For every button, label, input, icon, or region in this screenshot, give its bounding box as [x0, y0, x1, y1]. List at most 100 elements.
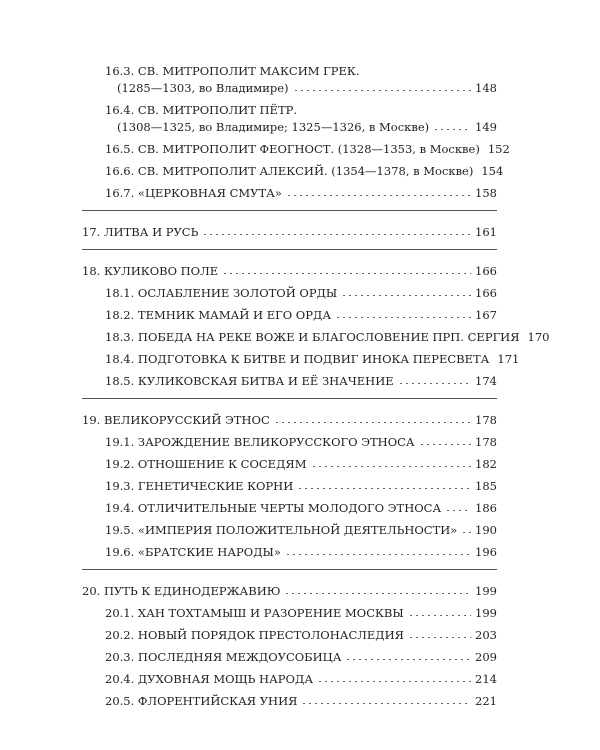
entry-label: 19. ВЕЛИКОРУССКИЙ ЭТНОС: [82, 413, 274, 427]
entry-label: 18.5. КУЛИКОВСКАЯ БИТВА И ЕЁ ЗНАЧЕНИЕ: [105, 374, 398, 388]
page-number: 186: [475, 501, 497, 515]
toc-entry: 20.1. ХАН ТОХТАМЫШ И РАЗОРЕНИЕ МОСКВЫ 199: [105, 606, 497, 620]
entry-title-text: «БРАТСКИЕ НАРОДЫ»: [137, 545, 281, 559]
entry-number: 16.6.: [105, 164, 135, 178]
entry-title: 16.4. СВ. МИТРОПОЛИТ ПЁТР.: [105, 103, 497, 117]
toc-entry: 18.1. ОСЛАБЛЕНИЕ ЗОЛОТОЙ ОРДЫ 166: [105, 286, 497, 300]
entry-label: 16.7. «ЦЕРКОВНАЯ СМУТА»: [105, 186, 286, 200]
entry-label: 20.4. ДУХОВНАЯ МОЩЬ НАРОДА: [105, 672, 317, 686]
toc-entry: 19.3. ГЕНЕТИЧЕСКИЕ КОРНИ 185: [105, 479, 497, 493]
entry-label: 19.1. ЗАРОЖДЕНИЕ ВЕЛИКОРУССКОГО ЭТНОСА: [105, 435, 419, 449]
entry-number: 19.1.: [105, 435, 135, 449]
entry-number: 18.: [82, 264, 101, 278]
toc-entry: 16.6. СВ. МИТРОПОЛИТ АЛЕКСИЙ. (1354—1378…: [105, 164, 503, 178]
entry-number: 20.4.: [105, 672, 135, 686]
entry-subtitle: (1308—1325, во Владимире; 1325—1326, в М…: [117, 120, 430, 134]
entry-label: 19.2. ОТНОШЕНИЕ К СОСЕДЯМ: [105, 457, 311, 471]
entry-label: 19.6. «БРАТСКИЕ НАРОДЫ»: [105, 545, 285, 559]
entry-title-text: СВ. МИТРОПОЛИТ МАКСИМ ГРЕК.: [137, 64, 360, 78]
toc-entry: 19.2. ОТНОШЕНИЕ К СОСЕДЯМ 182: [105, 457, 497, 471]
entry-label: (1308—1325, во Владимире; 1325—1326, в М…: [117, 120, 433, 134]
page-number: 214: [475, 672, 497, 686]
page-number: 171: [497, 352, 520, 366]
entry-title-text: КУЛИКОВО ПОЛЕ: [103, 264, 219, 278]
dot-leader: [397, 383, 472, 384]
page-number: 149: [475, 120, 497, 134]
entry-number: 18.5.: [105, 374, 135, 388]
entry-title-text: СВ. МИТРОПОЛИТ ПЁТР.: [137, 103, 298, 117]
toc-entry: 19.4. ОТЛИЧИТЕЛЬНЫЕ ЧЕРТЫ МОЛОДОГО ЭТНОС…: [105, 501, 497, 515]
entry-title-text: ВЕЛИКОРУССКИЙ ЭТНОС: [103, 413, 270, 427]
page-number: 199: [475, 584, 497, 598]
toc-entry: 18. КУЛИКОВО ПОЛЕ 166: [82, 264, 497, 278]
entry-label: (1285—1303, во Владимире): [117, 81, 293, 95]
page-number: 170: [527, 330, 550, 344]
entry-number: 20.2.: [105, 628, 135, 642]
entry-number: 20.: [82, 584, 101, 598]
entry-label: 19.4. ОТЛИЧИТЕЛЬНЫЕ ЧЕРТЫ МОЛОДОГО ЭТНОС…: [105, 501, 445, 515]
toc-entry: 17. ЛИТВА И РУСЬ 161: [82, 225, 497, 239]
toc-entry: 20.2. НОВЫЙ ПОРЯДОК ПРЕСТОЛОНАСЛЕДИЯ 203: [105, 628, 497, 642]
toc-entry: 19.5. «ИМПЕРИЯ ПОЛОЖИТЕЛЬНОЙ ДЕЯТЕЛЬНОСТ…: [105, 523, 497, 537]
page-number: 178: [475, 435, 497, 449]
entry-title-text: ОТЛИЧИТЕЛЬНЫЕ ЧЕРТЫ МОЛОДОГО ЭТНОСА: [137, 501, 442, 515]
entry-number: 20.1.: [105, 606, 135, 620]
toc-entry: 18.4. ПОДГОТОВКА К БИТВЕ И ПОДВИГ ИНОКА …: [105, 352, 519, 366]
entry-title-text: ОСЛАБЛЕНИЕ ЗОЛОТОЙ ОРДЫ: [137, 286, 338, 300]
entry-title-text: ПОБЕДА НА РЕКЕ ВОЖЕ И БЛАГОСЛОВЕНИЕ ПРП.…: [137, 330, 520, 344]
page-number: 158: [475, 186, 497, 200]
dot-leader: [461, 532, 472, 533]
entry-title-text: СВ. МИТРОПОЛИТ АЛЕКСИЙ. (1354—1378, в Мо…: [137, 164, 474, 178]
entry-label: 20.1. ХАН ТОХТАМЫШ И РАЗОРЕНИЕ МОСКВЫ: [105, 606, 408, 620]
dot-leader: [418, 444, 472, 445]
dot-leader: [407, 615, 472, 616]
entry-label: 18.2. ТЕМНИК МАМАЙ И ЕГО ОРДА: [105, 308, 335, 322]
dot-leader: [284, 593, 472, 594]
entry-number: 19.5.: [105, 523, 135, 537]
toc-entry: 20.5. ФЛОРЕНТИЙСКАЯ УНИЯ 221: [105, 694, 497, 708]
dot-leader: [202, 234, 472, 235]
entry-title: 16.3. СВ. МИТРОПОЛИТ МАКСИМ ГРЕК.: [105, 64, 497, 78]
dot-leader: [310, 466, 472, 467]
page-number: 152: [487, 142, 510, 156]
entry-title-text: «ИМПЕРИЯ ПОЛОЖИТЕЛЬНОЙ ДЕЯТЕЛЬНОСТИ»: [137, 523, 458, 537]
entry-title-text: ЗАРОЖДЕНИЕ ВЕЛИКОРУССКОГО ЭТНОСА: [137, 435, 415, 449]
entry-number: 19.: [82, 413, 101, 427]
page-number: 221: [475, 694, 497, 708]
page-number: 161: [475, 225, 497, 239]
entry-number: 19.6.: [105, 545, 135, 559]
toc-entry: 19. ВЕЛИКОРУССКИЙ ЭТНОС 178: [82, 413, 497, 427]
entry-label: 16.6. СВ. МИТРОПОЛИТ АЛЕКСИЙ. (1354—1378…: [105, 164, 477, 178]
toc-entry: 19.1. ЗАРОЖДЕНИЕ ВЕЛИКОРУССКОГО ЭТНОСА 17…: [105, 435, 497, 449]
entry-number: 16.3.: [105, 64, 135, 78]
dot-leader: [317, 681, 472, 682]
entry-label: 18. КУЛИКОВО ПОЛЕ: [82, 264, 222, 278]
toc-entry: 20. ПУТЬ К ЕДИНОДЕРЖАВИЮ 199: [82, 584, 497, 598]
entry-number: 18.4.: [105, 352, 135, 366]
toc-entry: (1285—1303, во Владимире) 148: [117, 81, 497, 95]
entry-number: 16.5.: [105, 142, 135, 156]
entry-label: 20.3. ПОСЛЕДНЯЯ МЕЖДОУСОБИЦА: [105, 650, 345, 664]
toc-entry: 16.7. «ЦЕРКОВНАЯ СМУТА» 158: [105, 186, 497, 200]
entry-title-text: ГЕНЕТИЧЕСКИЕ КОРНИ: [137, 479, 294, 493]
separator: [82, 210, 497, 211]
entry-title-text: ОТНОШЕНИЕ К СОСЕДЯМ: [137, 457, 307, 471]
toc-entry: 19.6. «БРАТСКИЕ НАРОДЫ» 196: [105, 545, 497, 559]
page-number: 166: [475, 264, 497, 278]
entry-number: 18.1.: [105, 286, 135, 300]
dot-leader: [297, 488, 472, 489]
page-number: 148: [475, 81, 497, 95]
entry-title-text: ТЕМНИК МАМАЙ И ЕГО ОРДА: [137, 308, 332, 322]
entry-number: 20.5.: [105, 694, 135, 708]
dot-leader: [433, 129, 472, 130]
entry-title-text: ПУТЬ К ЕДИНОДЕРЖАВИЮ: [103, 584, 281, 598]
entry-label: 18.3. ПОБЕДА НА РЕКЕ ВОЖЕ И БЛАГОСЛОВЕНИ…: [105, 330, 524, 344]
entry-label: 16.5. СВ. МИТРОПОЛИТ ФЕОГНОСТ. (1328—135…: [105, 142, 484, 156]
entry-label: 18.4. ПОДГОТОВКА К БИТВЕ И ПОДВИГ ИНОКА …: [105, 352, 493, 366]
entry-title-text: ФЛОРЕНТИЙСКАЯ УНИЯ: [137, 694, 298, 708]
entry-number: 19.4.: [105, 501, 135, 515]
entry-title-text: КУЛИКОВСКАЯ БИТВА И ЕЁ ЗНАЧЕНИЕ: [137, 374, 394, 388]
page-number: 154: [481, 164, 504, 178]
entry-number: 19.2.: [105, 457, 135, 471]
page-number: 166: [475, 286, 497, 300]
